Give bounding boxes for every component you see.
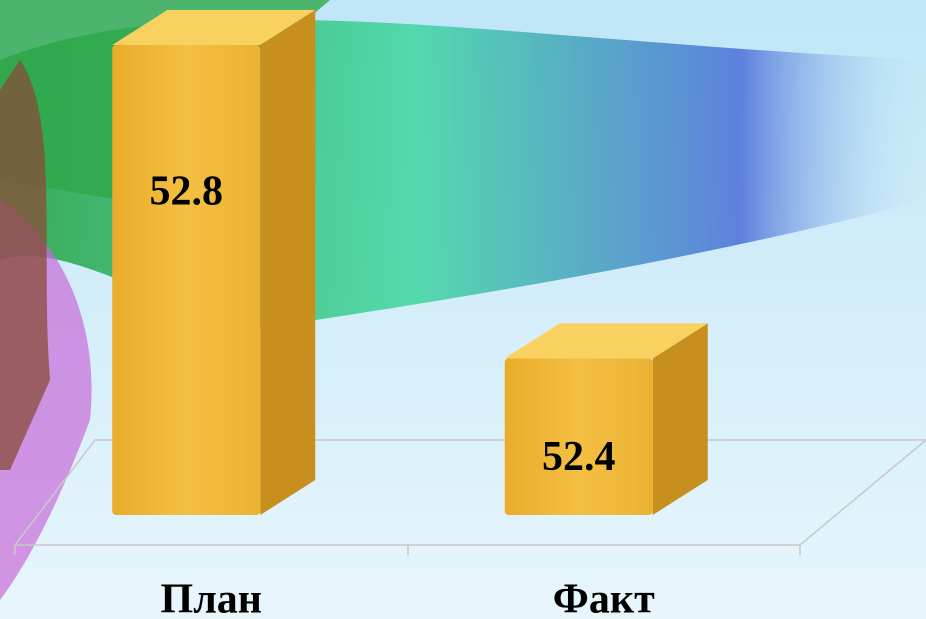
x-tick-label: Факт [553, 577, 655, 619]
x-tick-label: План [161, 577, 262, 619]
bar-top [504, 323, 708, 359]
value-label: 52.8 [150, 169, 224, 215]
bar-side [260, 10, 316, 515]
value-label: 52.4 [542, 434, 616, 480]
bar [504, 358, 653, 515]
bar [112, 45, 261, 515]
bar-top [112, 10, 316, 45]
bar-side [652, 323, 708, 515]
floor [13, 439, 926, 555]
